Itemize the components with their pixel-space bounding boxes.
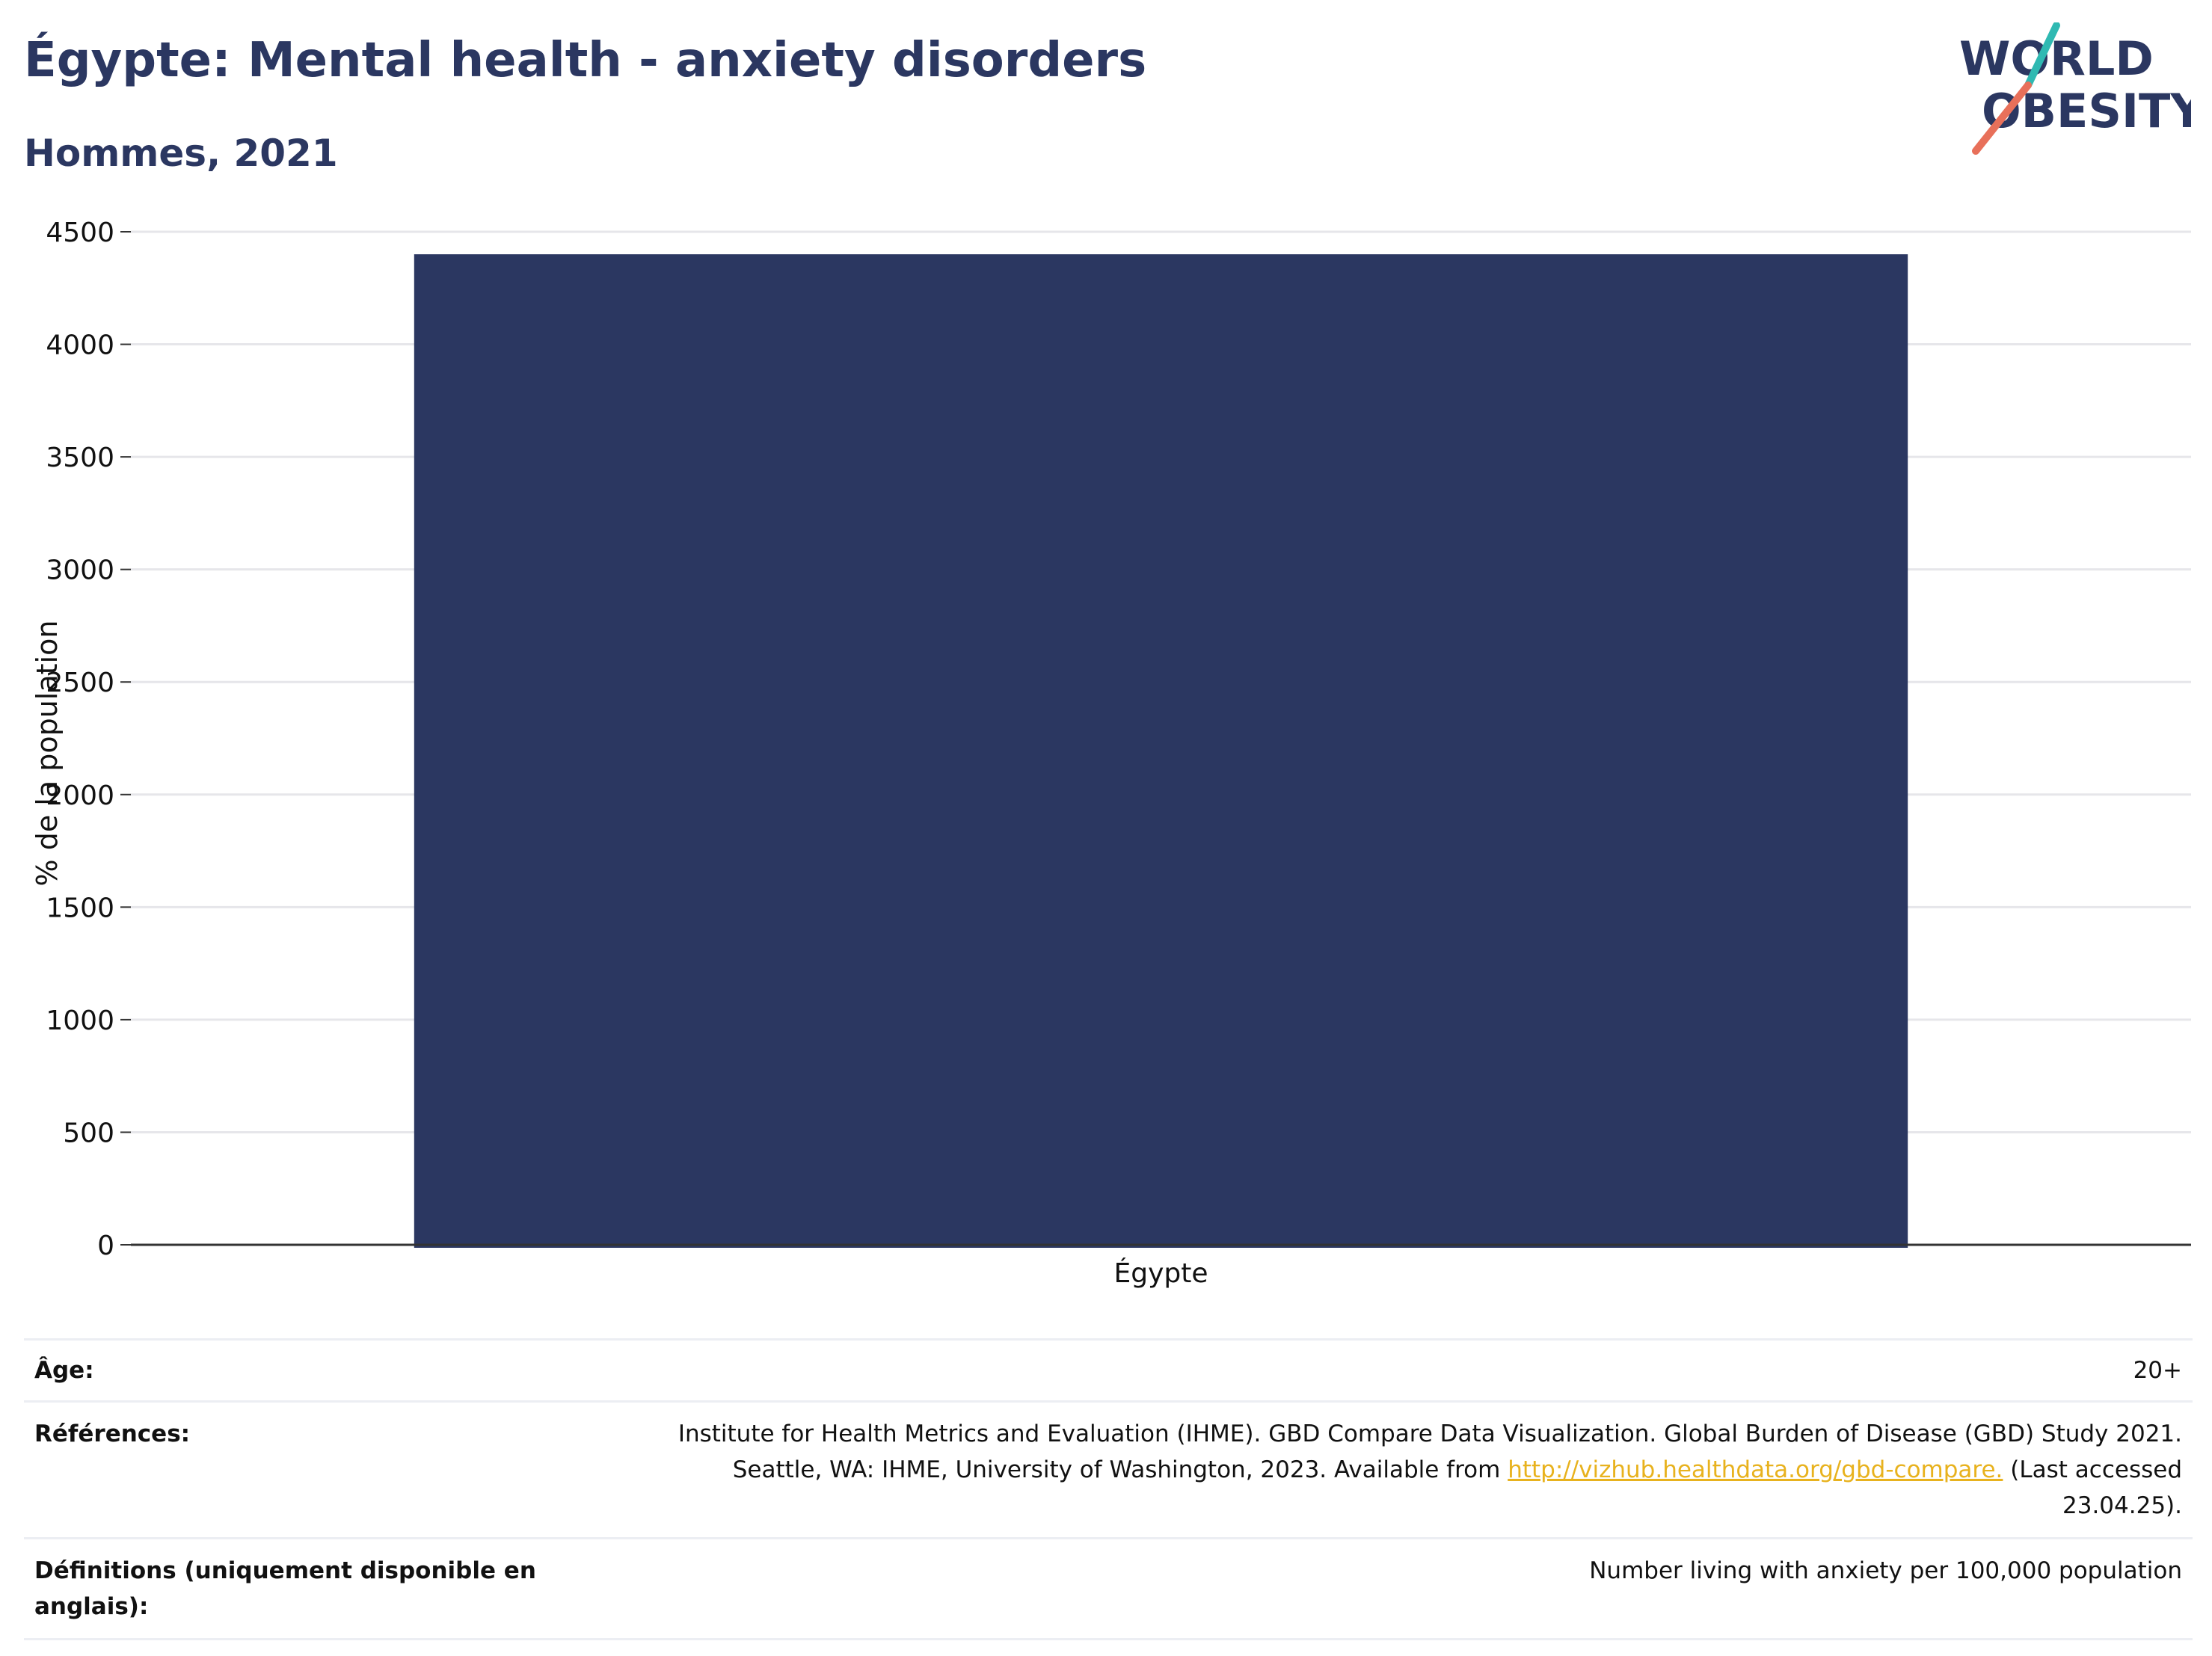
definitions-label: Définitions (uniquement disponible en an… <box>34 1557 536 1620</box>
y-tick-label: 4000 <box>46 330 114 361</box>
references-line-1: Institute for Health Metrics and Evaluat… <box>678 1420 2182 1447</box>
world-obesity-logo: WORLD OBESITY <box>1959 22 2191 155</box>
y-tick-label: 4500 <box>46 218 114 248</box>
y-tick-label: 3000 <box>46 555 114 586</box>
definitions-value: Number living with anxiety per 100,000 p… <box>1589 1557 2182 1584</box>
age-label: Âge: <box>34 1357 94 1384</box>
logo-slash-top <box>2024 22 2060 89</box>
logo-text-obesity: OBESITY <box>1982 84 2191 138</box>
references-value: Institute for Health Metrics and Evaluat… <box>543 1416 2193 1524</box>
meta-row-age: Âge: 20+ <box>24 1338 2193 1400</box>
y-tick-label: 0 <box>97 1231 114 1261</box>
page-subtitle: Hommes, 2021 <box>24 132 338 175</box>
logo-slash-bottom <box>1972 81 2032 155</box>
bar <box>414 254 1908 1249</box>
references-line-3: 23.04.25). <box>2062 1492 2182 1519</box>
references-line-2-text: Seattle, WA: IHME, University of Washing… <box>732 1456 1508 1483</box>
y-tick-label: 1000 <box>46 1006 114 1036</box>
meta-row-references: Références: Institute for Health Metrics… <box>24 1400 2193 1537</box>
x-tick-label: Égypte <box>1113 1258 1208 1289</box>
y-tick-label: 2000 <box>46 781 114 811</box>
logo-text-world: WORLD <box>1959 31 2154 86</box>
y-tick-label: 500 <box>63 1118 114 1148</box>
references-line-2-suffix: (Last accessed <box>2003 1456 2182 1483</box>
y-tick-label: 1500 <box>46 893 114 923</box>
y-axis-title: % de la population <box>31 621 64 887</box>
meta-row-definitions: Définitions (uniquement disponible en an… <box>24 1537 2193 1640</box>
page-title: Égypte: Mental health - anxiety disorder… <box>24 33 1147 88</box>
age-value: 20+ <box>2133 1357 2182 1384</box>
y-tick-label: 2500 <box>46 668 114 698</box>
references-link[interactable]: http://vizhub.healthdata.org/gbd-compare… <box>1508 1456 2003 1483</box>
y-tick-label: 3500 <box>46 443 114 473</box>
metadata-table: Âge: 20+ Références: Institute for Healt… <box>24 1338 2193 1640</box>
bar-chart: 0 500 1000 1500 2000 2500 3000 3500 4000 4500 Égyp… <box>31 218 2191 1289</box>
references-label: Références: <box>34 1420 191 1447</box>
references-line-2: Seattle, WA: IHME, University of Washing… <box>543 1452 2182 1488</box>
